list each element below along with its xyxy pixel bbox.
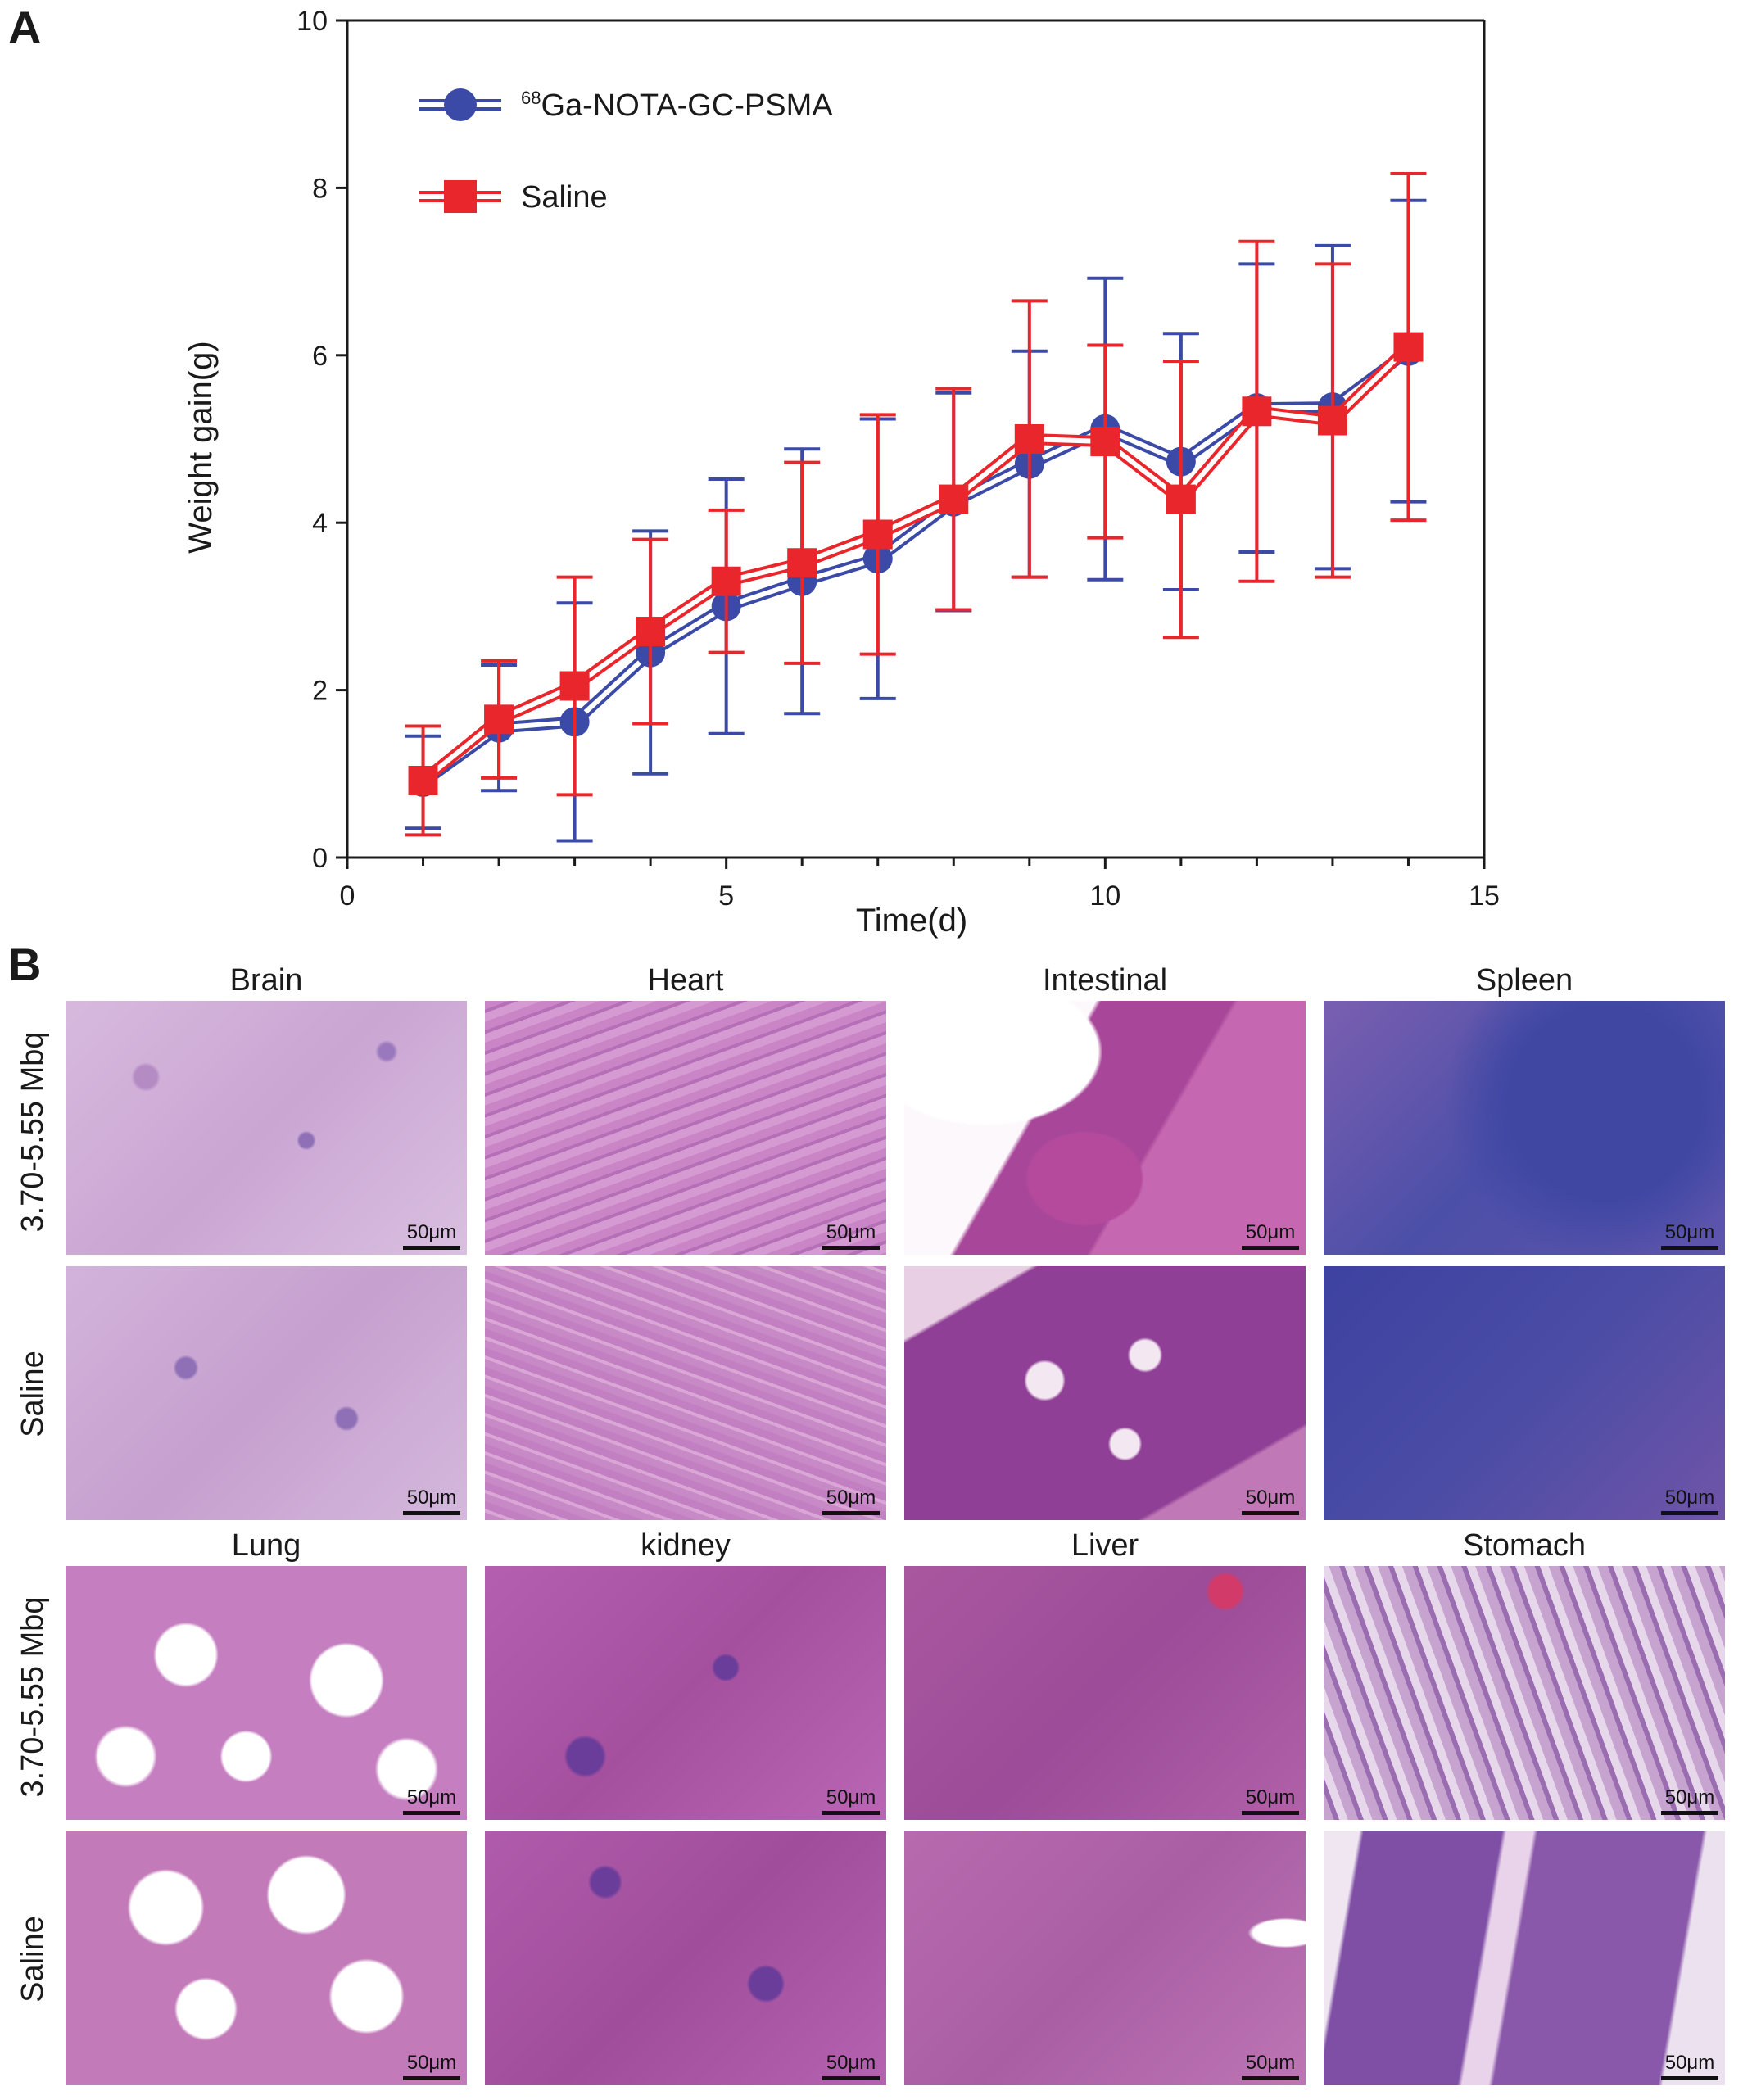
tile-lung-saline: 50μm <box>66 1831 467 2085</box>
series-saline <box>405 172 1427 837</box>
scale-bar: 50μm <box>1661 1487 1718 1515</box>
y-tick-label: 6 <box>312 341 328 372</box>
scale-bar: 50μm <box>1661 1221 1718 1250</box>
scale-bar: 50μm <box>1242 1221 1299 1250</box>
title-kidney: kidney <box>641 1528 731 1563</box>
panel-a-label: A <box>8 2 42 53</box>
scale-bar: 50μm <box>822 1786 880 1815</box>
scale-bar: 50μm <box>403 2052 460 2080</box>
scale-bar: 50μm <box>403 1786 460 1815</box>
data-point <box>1393 332 1424 362</box>
data-point <box>862 519 893 550</box>
title-stomach: Stomach <box>1463 1528 1586 1563</box>
scale-bar: 50μm <box>1242 1487 1299 1515</box>
tile-heart-dose: 50μm <box>485 1001 886 1255</box>
data-point <box>1166 484 1196 514</box>
tile-kidney-dose: 50μm <box>485 1566 886 1820</box>
scale-bar: 50μm <box>822 1487 880 1515</box>
scale-bar: 50μm <box>1242 1786 1299 1815</box>
y-tick-label: 4 <box>312 508 328 539</box>
scale-bar: 50μm <box>403 1221 460 1250</box>
scale-bar: 50μm <box>403 1487 460 1515</box>
scale-bar: 50μm <box>1661 1786 1718 1815</box>
title-brain: Brain <box>229 963 303 998</box>
data-point <box>636 617 666 647</box>
tile-kidney-saline: 50μm <box>485 1831 886 2085</box>
y-tick-label: 0 <box>312 843 328 874</box>
data-point <box>939 484 969 514</box>
title-spleen: Spleen <box>1475 963 1573 998</box>
data-point <box>787 548 817 578</box>
tile-liver-dose: 50μm <box>904 1566 1306 1820</box>
row-label-dose-top: 3.70-5.55 Mbq <box>16 1031 50 1233</box>
y-axis-label: Weight gain(g) <box>183 341 219 553</box>
row-label-saline-top: Saline <box>16 1351 50 1437</box>
data-point <box>711 566 741 596</box>
x-axis-label: Time(d) <box>856 903 967 939</box>
tile-intestinal-saline: 50μm <box>904 1266 1306 1520</box>
tile-stomach-saline: 50μm <box>1324 1831 1725 2085</box>
y-tick-label: 8 <box>312 173 328 204</box>
row-label-dose-bottom: 3.70-5.55 Mbq <box>16 1596 50 1798</box>
title-lung: Lung <box>231 1528 301 1563</box>
row-label-saline-bottom: Saline <box>16 1916 50 2003</box>
legend-label: 68Ga-NOTA-GC-PSMA <box>521 88 833 123</box>
data-point <box>1242 396 1272 427</box>
tile-brain-dose: 50μm <box>66 1001 467 1255</box>
scale-bar: 50μm <box>1661 2052 1718 2080</box>
y-tick-label: 10 <box>297 6 328 37</box>
panel-b-label: B <box>8 939 42 990</box>
tile-heart-saline: 50μm <box>485 1266 886 1520</box>
weight-gain-chart: 0 5 10 15 0 2 4 6 8 10 Time(d) Weight gain(g) 68Ga-… <box>183 6 1500 939</box>
data-point <box>1317 405 1347 436</box>
tile-spleen-dose: 50μm <box>1324 1001 1725 1255</box>
tile-spleen-saline: 50μm <box>1324 1266 1725 1520</box>
legend-marker <box>444 88 477 121</box>
x-tick-label: 5 <box>718 880 734 912</box>
tile-stomach-dose: 50μm <box>1324 1566 1725 1820</box>
scale-bar: 50μm <box>822 2052 880 2080</box>
tile-lung-dose: 50μm <box>66 1566 467 1820</box>
data-point <box>408 765 438 795</box>
data-point <box>484 704 514 735</box>
legend-marker <box>444 180 477 213</box>
legend-label: Saline <box>521 180 608 215</box>
tile-brain-saline: 50μm <box>66 1266 467 1520</box>
tile-intestinal-dose: 50μm <box>904 1001 1306 1255</box>
title-intestinal: Intestinal <box>1042 963 1168 998</box>
x-tick-label: 15 <box>1469 880 1500 912</box>
y-tick-label: 2 <box>312 676 328 707</box>
tile-liver-saline: 50μm <box>904 1831 1306 2085</box>
scale-bar: 50μm <box>1242 2052 1299 2080</box>
data-point <box>559 671 590 701</box>
scale-bar: 50μm <box>822 1221 880 1250</box>
title-heart: Heart <box>647 963 724 998</box>
data-point <box>1014 424 1044 454</box>
title-liver: Liver <box>1071 1528 1139 1563</box>
x-tick-label: 0 <box>340 880 355 912</box>
data-point <box>1090 427 1120 457</box>
x-tick-label: 10 <box>1089 880 1120 912</box>
